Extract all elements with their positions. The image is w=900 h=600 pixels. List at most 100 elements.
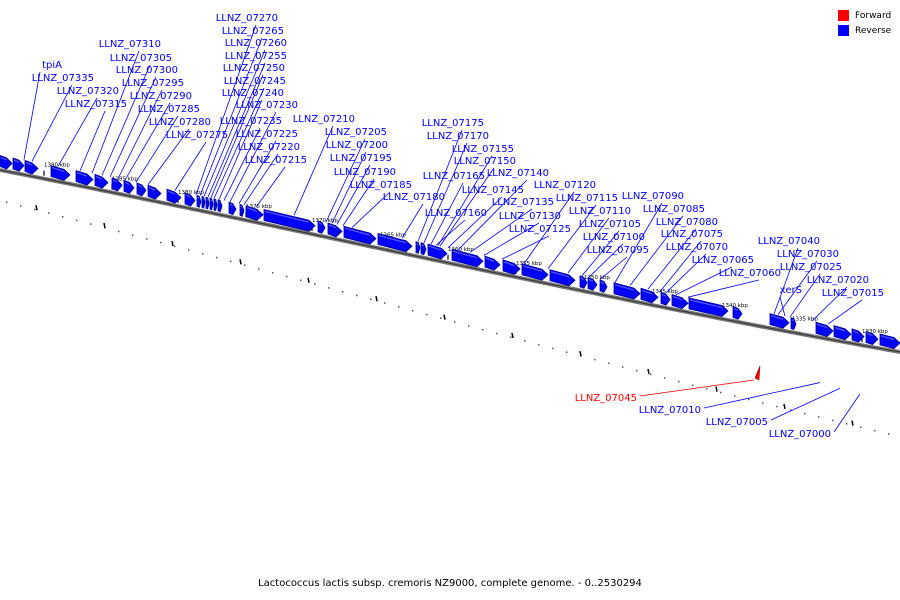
gene-leader-line	[223, 127, 261, 201]
track-dot	[510, 336, 512, 338]
gene-label-llnz-07095: LLNZ_07095	[587, 245, 649, 256]
gene-label-llnz-07145: LLNZ_07145	[462, 185, 524, 196]
gene-leader-line	[827, 299, 863, 325]
gene-leader-line	[79, 110, 106, 172]
gene-arrow-highlight	[485, 257, 495, 262]
gene-leader-line	[588, 243, 624, 278]
gene-label-llnz-07075: LLNZ_07075	[661, 229, 723, 240]
gene-arrow-highlight	[672, 295, 683, 301]
track-dot	[76, 219, 78, 222]
gene-leader-line	[174, 141, 207, 191]
track-tick	[171, 240, 174, 247]
track-dot	[328, 287, 330, 289]
gene-leader-line	[567, 217, 610, 274]
gene-arrow-highlight	[95, 175, 103, 180]
gene-leader-line	[447, 196, 503, 249]
gene-label-llnz-07080: LLNZ_07080	[656, 217, 718, 228]
gene-label-llnz-07040: LLNZ_07040	[758, 236, 820, 247]
gene-label-llnz-07255: LLNZ_07255	[225, 51, 287, 62]
gene-label-llnz-07245: LLNZ_07245	[224, 76, 286, 87]
gene-label-llnz-07230: LLNZ_07230	[236, 100, 298, 111]
gene-leader-line	[117, 89, 163, 179]
track-dot	[272, 271, 274, 274]
track-dot	[650, 373, 652, 376]
gene-arrow	[228, 201, 237, 216]
gene-arrow	[213, 198, 218, 212]
track-tick	[239, 259, 242, 265]
track-tick	[579, 350, 582, 357]
gene-leader-line	[331, 151, 367, 224]
track-dot	[762, 402, 764, 404]
gene-label-llnz-07305: LLNZ_07305	[110, 53, 172, 64]
gene-arrow-highlight	[246, 207, 258, 212]
gene-leader-line	[199, 37, 263, 196]
track-tick	[307, 277, 310, 283]
gene-leader-line	[401, 203, 424, 239]
gene-arrow-highlight	[522, 265, 543, 272]
gene-label-llnz-07190: LLNZ_07190	[334, 167, 396, 178]
gene-label-llnz-07215: LLNZ_07215	[245, 155, 307, 166]
gene-leader-line	[23, 71, 41, 160]
track-tick	[715, 386, 718, 392]
gene-label-llnz-07335: LLNZ_07335	[32, 73, 94, 84]
track-dot	[20, 205, 22, 207]
gene-leader-line	[31, 84, 73, 162]
gene-label-llnz-07105: LLNZ_07105	[579, 219, 641, 230]
kbp-tick-label: 1360 kbp	[448, 247, 474, 253]
gene-label-llnz-07170: LLNZ_07170	[427, 131, 489, 142]
track-dot	[594, 358, 596, 361]
forward-swatch	[838, 10, 849, 21]
gene-leader-line	[439, 167, 495, 247]
gene-arrow-highlight	[816, 323, 828, 329]
gene-arrow	[201, 195, 206, 209]
gene-leader-line	[703, 382, 821, 409]
gene-leader-line	[135, 115, 179, 183]
track-tick	[375, 296, 378, 302]
gene-label-llnz-07315: LLNZ_07315	[65, 99, 127, 110]
gene-arrow-highlight	[416, 243, 419, 245]
gene-leader-line	[659, 240, 702, 292]
gene-arrow-highlight	[866, 332, 873, 337]
gene-label-llnz-07135: LLNZ_07135	[492, 197, 554, 208]
gene-arrow-highlight	[240, 205, 243, 208]
gene-arrow-highlight	[218, 201, 221, 204]
gene-label-llnz-07280: LLNZ_07280	[149, 117, 211, 128]
track-tick	[851, 420, 854, 426]
track-dot	[552, 347, 554, 350]
gene-arrow-highlight	[661, 293, 667, 297]
gene-label-llnz-07115: LLNZ_07115	[556, 193, 618, 204]
track-dot	[62, 216, 64, 218]
track-dot	[146, 238, 148, 240]
gene-label-llnz-07160: LLNZ_07160	[425, 208, 487, 219]
gene-arrow-highlight	[600, 281, 605, 284]
kbp-tick-label: 1355 kbp	[516, 261, 542, 267]
gene-arrow-highlight	[503, 261, 515, 266]
track-dot	[454, 321, 456, 323]
gene-label-llnz-07195: LLNZ_07195	[330, 153, 392, 164]
gene-leader-line	[207, 62, 266, 198]
gene-arrow-highlight	[791, 319, 795, 322]
track-dot	[384, 302, 386, 304]
gene-leader-line	[243, 153, 279, 205]
gene-arrow	[217, 199, 223, 213]
gene-label-llnz-07320: LLNZ_07320	[57, 86, 119, 97]
gene-leader-line	[325, 138, 366, 223]
track-tick	[783, 403, 786, 409]
gene-arrow-highlight	[76, 172, 88, 177]
gene-leader-line	[417, 129, 463, 242]
gene-label-llnz-07185: LLNZ_07185	[350, 180, 412, 191]
track-dot	[6, 201, 8, 204]
gene-label-llnz-07100: LLNZ_07100	[583, 232, 645, 243]
gene-label-llnz-07090: LLNZ_07090	[622, 191, 684, 202]
kbp-tick-label: 1330 kbp	[862, 329, 888, 335]
track-dot	[426, 313, 428, 316]
gene-arrow-highlight	[148, 186, 156, 191]
gene-leader-line	[833, 393, 861, 433]
gene-arrow-highlight	[13, 159, 20, 163]
track-dot	[566, 351, 568, 353]
gene-arrow-highlight	[328, 224, 337, 229]
gene-arrow-highlight	[689, 299, 723, 309]
track-dot	[496, 332, 498, 335]
gene-leader-line	[238, 140, 277, 204]
